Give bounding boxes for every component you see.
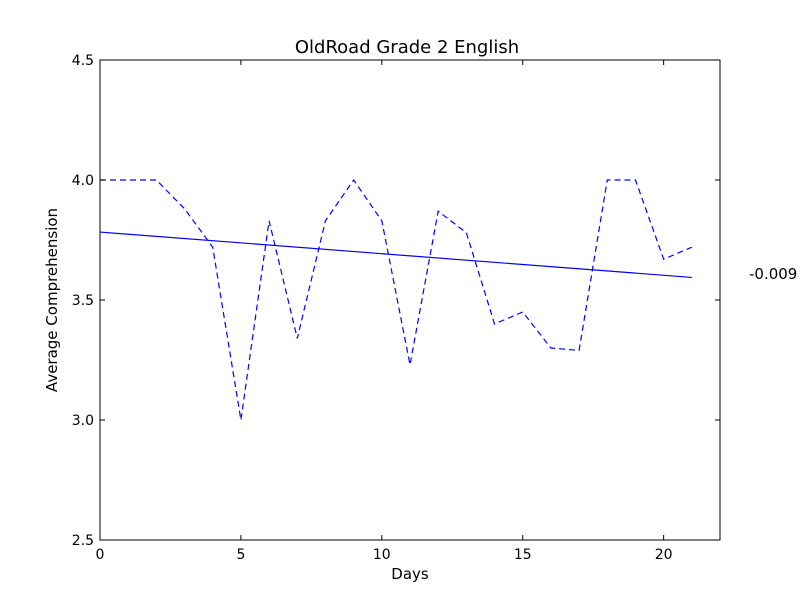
y-tick-label: 3.5 — [72, 293, 94, 309]
series-layer — [99, 178, 693, 421]
series-line-dashed — [100, 178, 693, 421]
x-tick-label: 15 — [514, 547, 532, 563]
y-tick-label: 4.0 — [72, 173, 94, 189]
plot-frame — [99, 59, 721, 541]
y-tick-label: 3.0 — [72, 413, 94, 429]
x-tick-label: 20 — [655, 547, 673, 563]
x-axis-title: Days — [391, 565, 429, 583]
trend-line — [99, 231, 692, 279]
x-tick-label: 10 — [373, 547, 391, 563]
y-axis-title: Average Comprehension — [43, 208, 61, 392]
x-tick-label: 0 — [96, 547, 105, 563]
ticks-layer: 0 5 10 15 20 2.5 3.0 3.5 4.0 4.5 — [72, 53, 720, 563]
y-tick-label: 4.5 — [72, 53, 94, 69]
x-tick-label: 5 — [236, 547, 245, 563]
chart-title: OldRoad Grade 2 English — [295, 37, 519, 58]
slope-annotation: -0.009 — [749, 265, 797, 283]
y-tick-label: 2.5 — [72, 533, 94, 549]
